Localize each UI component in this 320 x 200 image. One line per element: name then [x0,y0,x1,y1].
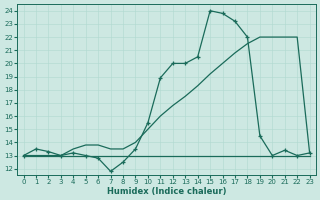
X-axis label: Humidex (Indice chaleur): Humidex (Indice chaleur) [107,187,226,196]
